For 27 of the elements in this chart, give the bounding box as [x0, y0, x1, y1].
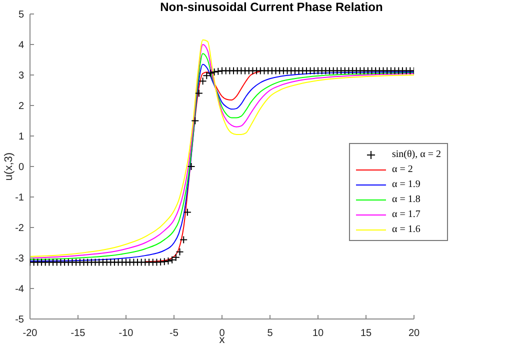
x-tick-label: 10 — [312, 328, 324, 340]
y-tick-label: 3 — [18, 70, 24, 82]
x-tick-label: -5 — [170, 328, 179, 340]
x-tick-label: 5 — [267, 328, 274, 340]
x-tick-label: 20 — [408, 328, 420, 340]
y-tick-label: 5 — [18, 10, 24, 21]
legend-label: α = 1.7 — [392, 209, 420, 220]
x-tick-label: -10 — [118, 328, 134, 340]
legend-label: α = 1.8 — [392, 194, 420, 205]
y-tick-label: 1 — [18, 132, 24, 143]
y-tick-label: -5 — [15, 314, 24, 326]
y-tick-label: -3 — [15, 254, 24, 265]
legend-label: α = 2 — [392, 164, 413, 175]
chart-title: Non-sinusoidal Current Phase Relation — [159, 0, 384, 14]
y-tick-label: -4 — [15, 284, 24, 296]
legend-label: α = 1.6 — [392, 224, 420, 235]
legend-label: α = 1.9 — [392, 179, 420, 190]
y-tick-label: 2 — [18, 101, 24, 112]
y-tick-label: -2 — [15, 223, 24, 234]
y-axis-title: u(x,3) — [2, 152, 15, 181]
legend-label: sin(θ), α = 2 — [392, 149, 441, 160]
y-tick-label: 0 — [18, 162, 24, 174]
y-tick-label: -1 — [15, 192, 24, 204]
x-tick-label: 15 — [360, 328, 372, 340]
x-tick-label: -20 — [22, 328, 38, 340]
x-tick-label: -15 — [70, 328, 86, 340]
y-tick-label: 4 — [18, 40, 24, 52]
